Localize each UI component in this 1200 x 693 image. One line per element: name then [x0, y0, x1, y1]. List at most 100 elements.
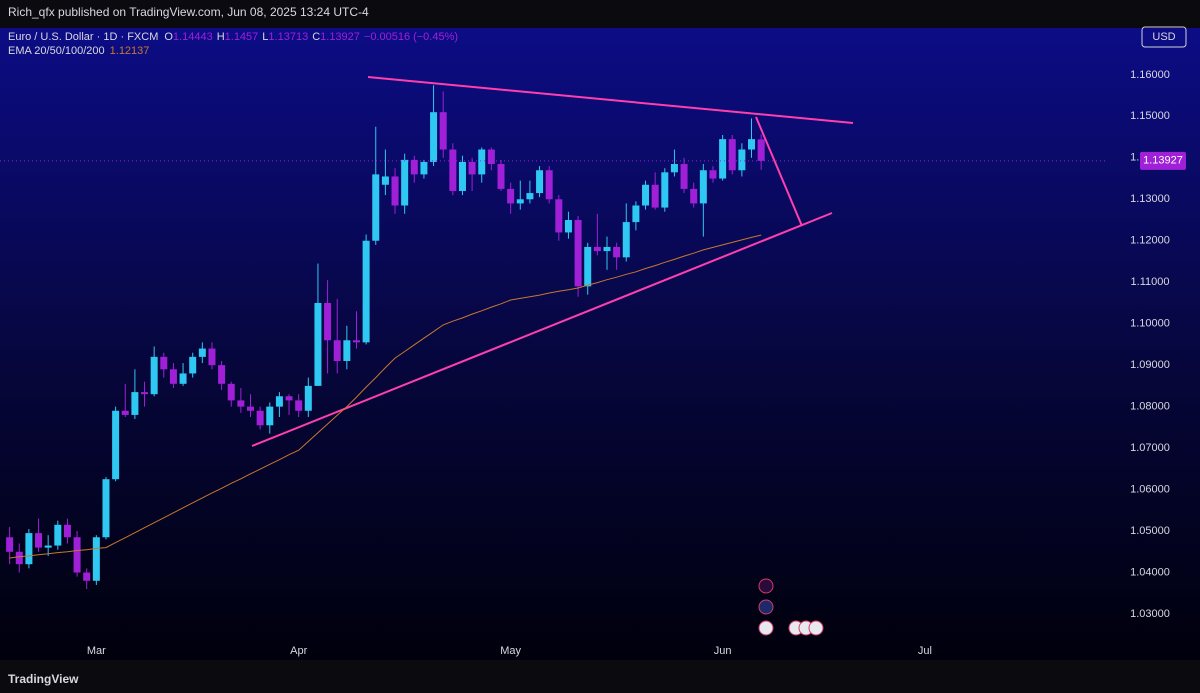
candle-body: [189, 356, 197, 374]
legend-key: C: [312, 31, 320, 43]
candle-body: [420, 161, 428, 175]
candle-body: [256, 410, 264, 426]
projection-leg: [755, 116, 803, 227]
candle-body: [285, 396, 293, 401]
y-tick-label: 1.06000: [1130, 483, 1170, 495]
candle-body: [526, 193, 534, 200]
x-tick-label: May: [500, 645, 521, 657]
y-tick-label: 1.12000: [1130, 235, 1170, 247]
event-icon[interactable]: [758, 620, 774, 636]
candle-body: [314, 302, 322, 386]
candle-body: [169, 369, 177, 384]
y-tick-label: 1.11000: [1131, 276, 1170, 288]
candle-body: [728, 139, 736, 171]
resistance-line: [367, 76, 854, 124]
y-tick-label: 1.09000: [1130, 359, 1170, 371]
event-icons: [758, 578, 824, 636]
candle-body: [112, 410, 120, 480]
candle-body: [237, 400, 245, 407]
candle-body: [497, 164, 505, 189]
candle-body: [391, 176, 399, 206]
candle-body: [6, 537, 14, 552]
candle-body: [651, 184, 659, 208]
y-tick-label: 1.10000: [1130, 318, 1170, 330]
candle-body: [430, 112, 438, 162]
candle-body: [63, 524, 71, 538]
legend-symbol: Euro / U.S. Dollar · 1D · FXCM: [8, 31, 158, 43]
candle-body: [613, 246, 621, 258]
candle-body: [410, 159, 418, 175]
candle-body: [748, 139, 756, 150]
candle-body: [622, 222, 630, 258]
candle-body: [275, 396, 283, 407]
legend-key: L: [262, 31, 268, 43]
candle-body: [352, 340, 360, 343]
candle-body: [699, 170, 707, 204]
candle-body: [458, 161, 466, 191]
legend-ema: EMA 20/50/100/200 1.12137: [8, 45, 149, 57]
candle-body: [757, 139, 765, 161]
candle-body: [372, 174, 380, 241]
candle-body: [92, 537, 100, 581]
event-icon[interactable]: [758, 599, 774, 615]
y-tick-label: 1.16000: [1130, 69, 1170, 81]
candle-body: [25, 533, 33, 565]
candle-body: [15, 551, 23, 565]
candle-body: [198, 348, 206, 357]
candle-body: [507, 188, 515, 204]
legend-ema-value: 1.12137: [110, 45, 150, 57]
candle-body: [738, 149, 746, 171]
candle-body: [516, 199, 524, 204]
candle-body: [574, 220, 582, 287]
currency-label[interactable]: USD: [1152, 31, 1175, 43]
top-bar: [0, 0, 1200, 28]
candle-body: [603, 246, 611, 252]
event-icon[interactable]: [808, 620, 824, 636]
candle-body: [362, 240, 370, 343]
plot-background: [0, 28, 1200, 660]
currency-button[interactable]: [1141, 26, 1187, 48]
y-tick-label: 1.15000: [1130, 110, 1170, 122]
y-tick-label: 1.05000: [1130, 525, 1170, 537]
legend-value: 1.1457: [225, 31, 259, 43]
candle-body: [160, 356, 168, 370]
legend-change-pct: (−0.45%): [413, 31, 458, 43]
price-tag: [1140, 151, 1186, 170]
legend-key: O: [164, 31, 173, 43]
candle-body: [179, 373, 187, 384]
candle-body: [401, 159, 409, 206]
candle-body: [468, 161, 476, 175]
candle-body: [208, 348, 216, 366]
legend-ema-name: EMA 20/50/100/200: [8, 45, 105, 57]
candle-body: [642, 184, 650, 206]
candle-body: [141, 392, 149, 395]
legend-ohlc: Euro / U.S. Dollar · 1D · FXCM O1.14443 H1…: [8, 31, 458, 43]
brand: TradingView: [8, 672, 79, 686]
event-icon[interactable]: [758, 578, 774, 594]
candle-body: [343, 340, 351, 362]
candle-body: [593, 246, 601, 252]
candle-body: [545, 170, 553, 200]
trendlines: [251, 76, 854, 447]
candle-body: [54, 524, 62, 546]
candle-body: [536, 170, 544, 194]
y-tick-label: 1.03000: [1130, 608, 1170, 620]
x-tick-label: Jun: [714, 645, 732, 657]
legend-value: 1.14443: [173, 31, 213, 43]
candle-body: [680, 164, 688, 189]
candle-body: [564, 220, 572, 233]
candle-body: [439, 112, 447, 150]
price-tag-label: 1.13927: [1143, 155, 1183, 167]
candle-body: [690, 188, 698, 204]
footer: [0, 660, 1200, 693]
candle-body: [304, 385, 312, 411]
y-tick-label: 1.13000: [1130, 193, 1170, 205]
candle-body: [73, 537, 81, 573]
published-note: Rich_qfx published on TradingView.com, J…: [8, 5, 369, 19]
candle-body: [35, 533, 43, 548]
candle-body: [555, 199, 563, 233]
candle-body: [632, 205, 640, 223]
candle-body: [102, 479, 110, 538]
legend-key: H: [217, 31, 225, 43]
